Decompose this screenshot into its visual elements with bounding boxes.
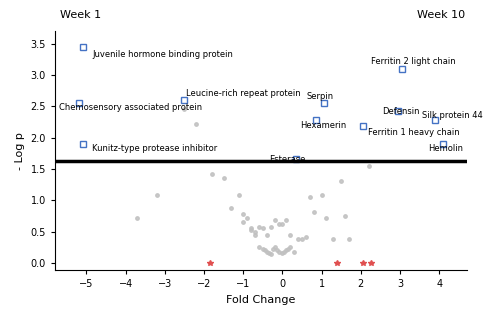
Text: Hexamerin: Hexamerin — [300, 121, 346, 130]
Text: Kunitz-type protease inhibitor: Kunitz-type protease inhibitor — [92, 144, 218, 153]
Text: Defensin: Defensin — [382, 107, 420, 116]
Text: Ferritin 1 heavy chain: Ferritin 1 heavy chain — [368, 128, 460, 137]
Text: Serpin: Serpin — [307, 92, 334, 101]
Text: Week 10: Week 10 — [417, 10, 465, 20]
Text: Ferritin 2 light chain: Ferritin 2 light chain — [370, 57, 456, 66]
Text: Juvenile hormone binding protein: Juvenile hormone binding protein — [92, 50, 233, 59]
Text: Esterase: Esterase — [268, 155, 305, 164]
Text: Silk protein 44: Silk protein 44 — [422, 111, 482, 120]
Text: Chemosensory associated protein: Chemosensory associated protein — [59, 103, 202, 112]
Text: Leucine-rich repeat protein: Leucine-rich repeat protein — [186, 89, 301, 98]
X-axis label: Fold Change: Fold Change — [226, 295, 296, 305]
Text: Hemolin: Hemolin — [428, 144, 464, 153]
Y-axis label: - Log p: - Log p — [15, 132, 25, 170]
Text: Week 1: Week 1 — [60, 10, 101, 20]
